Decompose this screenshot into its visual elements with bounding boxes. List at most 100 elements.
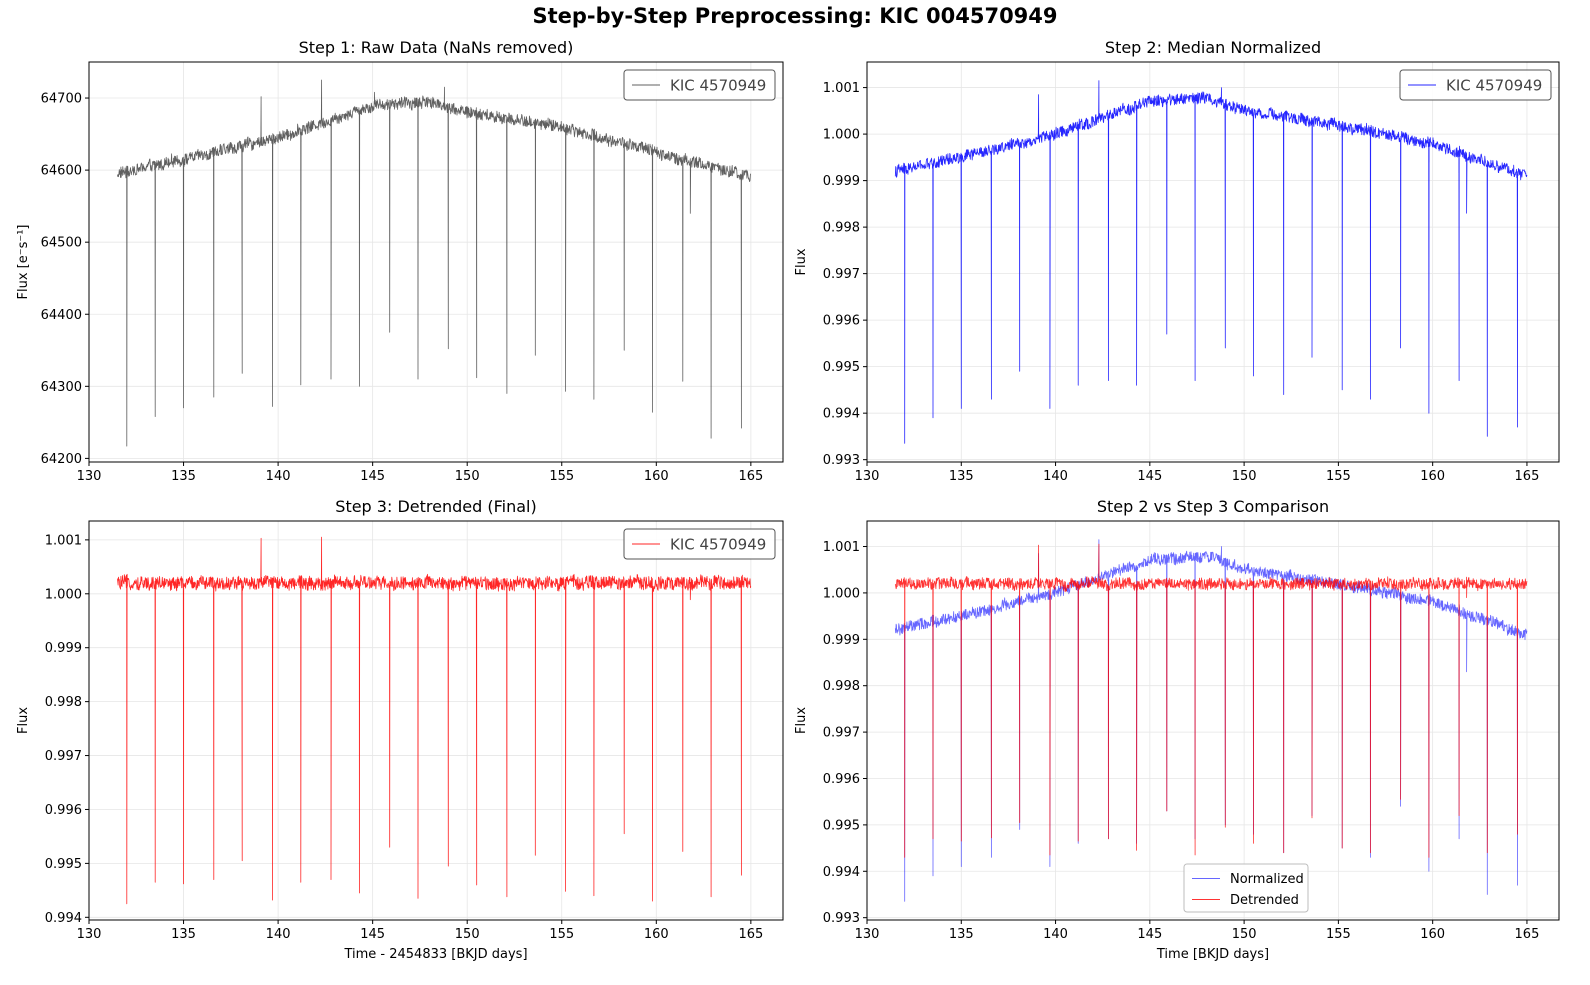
figure-title: Step-by-Step Preprocessing: KIC 00457094…: [532, 4, 1058, 28]
y-tick-label: 64400: [41, 308, 82, 323]
y-axis-label: Flux [e⁻s⁻¹]: [16, 224, 31, 299]
legend-box: [623, 528, 776, 560]
y-tick-label: 0.997: [823, 267, 860, 282]
panel-title: Step 2: Median Normalized: [1105, 38, 1321, 57]
axes-frame: [88, 61, 784, 463]
x-tick-label: 130: [855, 469, 880, 484]
legend-box: [623, 69, 776, 101]
x-axis-label: Time [BKJD days]: [1156, 947, 1269, 962]
y-tick-label: 0.994: [45, 911, 82, 926]
panel-title: Step 3: Detrended (Final): [335, 497, 536, 516]
x-tick-label: 135: [949, 927, 974, 942]
legend: KIC 4570949: [1399, 69, 1552, 101]
x-tick-label: 140: [266, 927, 291, 942]
legend: KIC 4570949: [623, 528, 776, 560]
panel-title: Step 1: Raw Data (NaNs removed): [299, 38, 574, 57]
y-tick-label: 64700: [41, 92, 82, 107]
x-tick-label: 155: [549, 927, 574, 942]
y-tick-label: 0.995: [823, 360, 860, 375]
y-tick-label: 1.000: [45, 587, 82, 602]
y-tick-label: 0.999: [45, 641, 82, 656]
y-tick-label: 0.995: [45, 857, 82, 872]
y-tick-label: 0.994: [823, 407, 860, 422]
y-tick-label: 0.998: [823, 679, 860, 694]
y-axis-label: Flux: [16, 707, 31, 734]
series-line-normalized: [894, 539, 1528, 902]
legend-label: Normalized: [1230, 872, 1304, 887]
x-tick-label: 145: [1137, 927, 1162, 942]
x-tick-label: 130: [77, 927, 102, 942]
axes-frame: [88, 520, 784, 921]
x-tick-label: 145: [360, 927, 385, 942]
y-tick-label: 1.000: [823, 128, 860, 143]
y-tick-label: 0.998: [823, 221, 860, 236]
panel-median-normalized: 130 135 140 145 150 155 160 165 0.993 0.994 0.995 0…: [794, 38, 1560, 484]
x-tick-label: 165: [1515, 927, 1540, 942]
axes-frame: [866, 61, 1560, 463]
y-tick-label: 64600: [41, 164, 82, 179]
x-tick-label: 140: [1043, 469, 1068, 484]
x-tick-label: 155: [1326, 469, 1351, 484]
y-axis-label: Flux: [794, 248, 809, 275]
y-tick-label: 0.996: [823, 314, 860, 329]
y-tick-label: 64300: [41, 380, 82, 395]
y-tick-label: 0.998: [45, 695, 82, 710]
legend-box: [1399, 69, 1552, 101]
x-tick-label: 150: [455, 927, 480, 942]
y-tick-label: 64500: [41, 236, 82, 251]
y-tick-label: 0.993: [823, 453, 860, 468]
x-tick-label: 145: [360, 469, 385, 484]
x-tick-label: 140: [266, 469, 291, 484]
y-tick-label: 1.000: [823, 586, 860, 601]
legend-label: KIC 4570949: [670, 76, 766, 94]
x-tick-label: 150: [1232, 469, 1257, 484]
series-line-kic-4570949: [894, 80, 1528, 444]
x-tick-label: 135: [171, 927, 196, 942]
y-tick-label: 0.997: [45, 749, 82, 764]
x-tick-label: 160: [644, 927, 669, 942]
x-tick-label: 130: [855, 927, 880, 942]
series-line-detrended: [894, 543, 1528, 858]
panel-detrended: 130 135 140 145 150 155 160 165 0.994 0.995 0.996 0…: [16, 497, 784, 962]
x-tick-label: 165: [1515, 469, 1540, 484]
series-line-kic-4570949: [117, 79, 752, 447]
y-axis-label: Flux: [794, 707, 809, 734]
legend: Normalized Detrended: [1183, 863, 1309, 913]
x-axis-label: Time - 2454833 [BKJD days]: [343, 947, 527, 962]
legend-label: Detrended: [1230, 893, 1299, 908]
x-tick-label: 140: [1043, 927, 1068, 942]
x-tick-label: 130: [77, 469, 102, 484]
x-tick-label: 165: [738, 927, 763, 942]
x-tick-label: 145: [1137, 469, 1162, 484]
x-tick-label: 160: [1420, 927, 1445, 942]
panel-raw-data: 130 135 140 145 150 155 160 165 64200 64300 64400 6…: [16, 38, 784, 484]
x-tick-label: 135: [949, 469, 974, 484]
legend: KIC 4570949: [623, 69, 776, 101]
x-tick-label: 150: [1232, 927, 1257, 942]
y-tick-label: 0.999: [823, 174, 860, 189]
y-tick-label: 0.995: [823, 818, 860, 833]
y-tick-label: 0.996: [823, 772, 860, 787]
y-tick-label: 0.997: [823, 726, 860, 741]
x-tick-label: 135: [171, 469, 196, 484]
y-tick-label: 0.999: [823, 633, 860, 648]
x-tick-label: 155: [1326, 927, 1351, 942]
legend-label: KIC 4570949: [670, 535, 766, 553]
y-tick-label: 64200: [41, 452, 82, 467]
y-tick-label: 1.001: [45, 533, 82, 548]
x-tick-label: 150: [455, 469, 480, 484]
axes-frame: [866, 520, 1560, 921]
y-tick-label: 1.001: [823, 81, 860, 96]
panel-title: Step 2 vs Step 3 Comparison: [1097, 497, 1329, 516]
x-tick-label: 160: [1420, 469, 1445, 484]
x-tick-label: 155: [549, 469, 574, 484]
x-tick-label: 165: [738, 469, 763, 484]
legend-label: KIC 4570949: [1446, 76, 1542, 94]
y-tick-label: 0.994: [823, 865, 860, 880]
series-line-kic-4570949: [117, 536, 752, 905]
y-tick-label: 1.001: [823, 540, 860, 555]
y-tick-label: 0.996: [45, 803, 82, 818]
panel-comparison: 130 135 140 145 150 155 160 165 0.993 0.994 0.995 0…: [794, 497, 1560, 962]
y-tick-label: 0.993: [823, 911, 860, 926]
